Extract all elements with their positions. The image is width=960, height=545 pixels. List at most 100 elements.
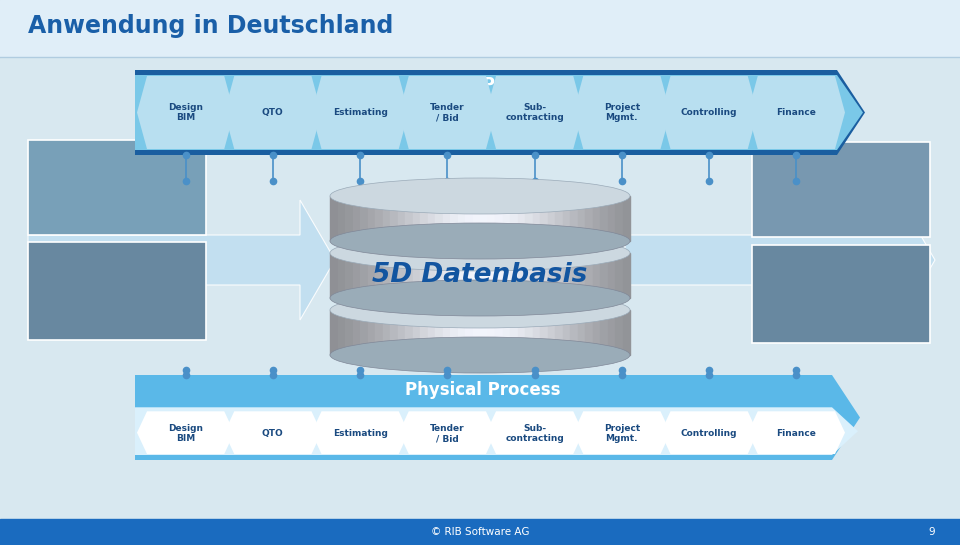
Bar [390, 253, 397, 298]
Bar [397, 310, 405, 355]
Bar [600, 310, 608, 355]
Polygon shape [225, 76, 322, 149]
Bar [382, 253, 390, 298]
Bar [540, 253, 547, 298]
Bar [352, 310, 360, 355]
Text: Tender
/ Bid: Tender / Bid [430, 103, 465, 122]
Bar [338, 310, 345, 355]
Ellipse shape [330, 337, 630, 373]
Text: Finance: Finance [777, 429, 816, 438]
Bar [435, 196, 443, 241]
Bar [427, 253, 435, 298]
Bar [533, 310, 540, 355]
Bar [585, 253, 592, 298]
Text: Design
BIM: Design BIM [168, 103, 204, 122]
Bar [578, 310, 585, 355]
Bar [615, 196, 622, 241]
Bar [547, 253, 555, 298]
Polygon shape [137, 76, 234, 149]
Polygon shape [748, 411, 845, 454]
Bar [405, 196, 413, 241]
Bar [600, 253, 608, 298]
Ellipse shape [330, 223, 630, 259]
Bar [752, 245, 930, 343]
Ellipse shape [330, 292, 630, 328]
Text: QTO: QTO [262, 429, 284, 438]
Bar [608, 253, 615, 298]
Bar [420, 253, 427, 298]
Bar [390, 196, 397, 241]
Bar [533, 196, 540, 241]
Bar [443, 310, 450, 355]
Bar [592, 310, 600, 355]
Bar [397, 253, 405, 298]
Bar [368, 253, 375, 298]
Polygon shape [311, 76, 409, 149]
Bar [488, 310, 495, 355]
Bar [585, 310, 592, 355]
Bar [502, 253, 510, 298]
Bar [330, 196, 338, 241]
Bar [510, 196, 517, 241]
Bar [472, 196, 480, 241]
Bar [413, 196, 420, 241]
Bar [517, 253, 525, 298]
Bar [555, 196, 563, 241]
Bar [608, 196, 615, 241]
Text: Estimating: Estimating [333, 429, 388, 438]
Bar [525, 253, 533, 298]
Polygon shape [135, 75, 863, 150]
Text: Controlling: Controlling [681, 429, 737, 438]
Bar [480, 310, 488, 355]
Bar [480, 196, 488, 241]
Bar [563, 310, 570, 355]
Bar [615, 253, 622, 298]
Bar [600, 196, 608, 241]
Bar [585, 196, 592, 241]
Bar [368, 310, 375, 355]
Bar [330, 310, 338, 355]
Polygon shape [311, 411, 409, 454]
Bar [360, 253, 368, 298]
Polygon shape [135, 375, 860, 460]
Bar [465, 310, 472, 355]
Bar [405, 310, 413, 355]
Bar [28, 140, 206, 235]
Bar [458, 253, 465, 298]
Bar [495, 196, 502, 241]
Bar [472, 253, 480, 298]
Bar [752, 142, 930, 237]
Bar [360, 196, 368, 241]
Bar [622, 253, 630, 298]
Text: Project
Mgmt.: Project Mgmt. [604, 103, 640, 122]
Polygon shape [625, 200, 935, 320]
Text: Virtual Process: Virtual Process [414, 76, 556, 94]
Bar [435, 253, 443, 298]
Bar [615, 310, 622, 355]
Ellipse shape [330, 235, 630, 271]
Bar [578, 196, 585, 241]
Text: Tender
/ Bid: Tender / Bid [430, 424, 465, 443]
Bar [578, 253, 585, 298]
Bar [622, 196, 630, 241]
Polygon shape [135, 70, 865, 155]
Bar [540, 310, 547, 355]
Bar [352, 196, 360, 241]
Bar [0, 0, 960, 57]
Polygon shape [398, 411, 496, 454]
Bar [427, 196, 435, 241]
Bar [592, 253, 600, 298]
Bar [352, 253, 360, 298]
Bar [533, 253, 540, 298]
Bar [458, 196, 465, 241]
Polygon shape [398, 76, 496, 149]
Bar [570, 310, 578, 355]
Polygon shape [486, 76, 584, 149]
Bar [360, 310, 368, 355]
Text: Sub-
contracting: Sub- contracting [505, 103, 564, 122]
Bar [488, 253, 495, 298]
Bar [495, 253, 502, 298]
Text: Controlling: Controlling [681, 108, 737, 117]
Bar [405, 253, 413, 298]
Bar [510, 310, 517, 355]
